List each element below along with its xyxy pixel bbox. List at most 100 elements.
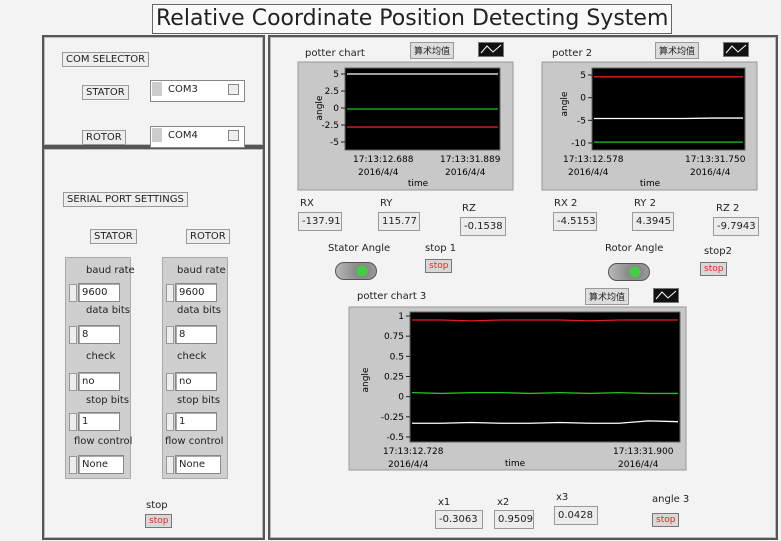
indicator-label: RX 2 <box>554 198 578 209</box>
x-tick-date: 2016/4/4 <box>388 460 429 470</box>
y-tick-label: -10 <box>571 139 586 149</box>
stop-label: stop <box>146 500 168 511</box>
plot-area <box>409 311 681 443</box>
indicator-value: 0.0428 <box>554 506 598 525</box>
x-axis-label: time <box>640 179 661 189</box>
stop-button[interactable]: stop <box>425 259 453 273</box>
stop-button[interactable]: stop <box>652 513 680 527</box>
trace <box>411 391 678 395</box>
y-tick-label: -5 <box>577 116 586 126</box>
stop-button[interactable]: stop <box>145 514 173 528</box>
x-tick-time: 17:13:31.900 <box>613 447 674 457</box>
y-tick-label: 5 <box>333 70 339 80</box>
spinner <box>69 413 77 431</box>
spinner <box>69 284 77 302</box>
y-tick-label: 0 <box>398 393 404 403</box>
spinner <box>69 456 77 474</box>
indicator-value: 115.77 <box>378 212 420 231</box>
spinner <box>166 326 174 344</box>
field-label: data bits <box>86 305 130 316</box>
indicator-value: 0.9509 <box>494 510 534 529</box>
indicator-label: x1 <box>438 497 451 508</box>
y-axis-label: angle <box>560 91 570 116</box>
y-tick-label: 0.25 <box>384 373 404 383</box>
dropdown-handle <box>152 128 162 142</box>
column-header: ROTOR <box>186 229 230 244</box>
field-label: stop bits <box>86 395 130 406</box>
toggle-switch[interactable] <box>335 262 377 280</box>
y-tick-label: 0.75 <box>384 332 404 342</box>
x-tick-date: 2016/4/4 <box>690 168 731 178</box>
indicator-label: RZ <box>462 203 476 214</box>
stop-button[interactable]: stop <box>700 262 728 276</box>
field-value[interactable]: 9600 <box>175 283 217 302</box>
dropdown-arrow <box>228 84 239 95</box>
toggle-switch[interactable] <box>608 263 650 281</box>
y-tick-label: -0.25 <box>381 413 404 423</box>
indicator-value: -0.1538 <box>460 217 506 236</box>
field-value[interactable]: no <box>175 372 217 391</box>
field-value[interactable]: 1 <box>175 412 217 431</box>
plot-icon <box>723 42 749 57</box>
field-value[interactable]: 1 <box>78 412 120 431</box>
x-axis-label: time <box>408 179 429 189</box>
field-label: data bits <box>177 305 221 316</box>
dropdown-arrow <box>228 130 239 141</box>
label: STATOR <box>82 85 129 100</box>
y-tick-label: 1 <box>398 312 404 322</box>
label: ROTOR <box>82 130 126 145</box>
com-dropdown[interactable] <box>150 80 245 102</box>
y-tick-label: -0.5 <box>386 433 404 443</box>
indicator-label: RY <box>380 198 393 209</box>
dropdown-handle <box>152 82 162 96</box>
field-value[interactable]: no <box>78 372 120 391</box>
switch-label: Stator Angle <box>328 243 391 254</box>
field-label: baud rate <box>177 265 226 276</box>
x-tick-date: 2016/4/4 <box>568 168 609 178</box>
stop-label: stop2 <box>704 246 732 257</box>
trace <box>412 319 678 322</box>
field-label: flow control <box>74 436 133 447</box>
stop-label: angle 3 <box>652 494 690 505</box>
dropdown-value: COM4 <box>168 130 198 141</box>
column-header: STATOR <box>90 229 137 244</box>
plot-area <box>591 67 746 151</box>
field-label: check <box>86 351 116 362</box>
field-value[interactable]: None <box>78 455 124 474</box>
spinner <box>166 284 174 302</box>
y-tick-label: -5 <box>330 138 339 148</box>
x-tick-time: 17:13:31.889 <box>440 155 501 165</box>
x-tick-time: 17:13:12.578 <box>563 155 624 165</box>
title: Relative Coordinate Position Detecting S… <box>152 4 673 34</box>
field-label: baud rate <box>86 265 135 276</box>
com-dropdown[interactable] <box>150 126 245 148</box>
x-tick-time: 17:13:12.688 <box>353 155 414 165</box>
y-tick-label: 0 <box>580 94 586 104</box>
field-value[interactable]: 8 <box>78 325 120 344</box>
indicator-label: RZ 2 <box>716 203 740 214</box>
field-value[interactable]: 9600 <box>78 283 120 302</box>
plot-icon <box>653 288 679 303</box>
indicator-label: x2 <box>497 497 510 508</box>
indicator-value: -137.91 <box>298 212 342 231</box>
x-tick-time: 17:13:31.750 <box>685 155 746 165</box>
y-axis-label: angle <box>361 367 371 392</box>
chart-title: potter chart 3 <box>357 291 427 302</box>
mode-label: 算术均值 <box>585 288 630 305</box>
y-tick-label: 5 <box>580 71 586 81</box>
trace <box>412 420 679 424</box>
field-value[interactable]: None <box>175 455 221 474</box>
y-axis-label: angle <box>315 95 325 120</box>
x-tick-time: 17:13:12.728 <box>383 447 444 457</box>
field-label: check <box>177 351 207 362</box>
y-tick-label: 0 <box>333 104 339 114</box>
plot-icon <box>478 42 504 57</box>
spinner <box>166 373 174 391</box>
indicator-value: 4.3945 <box>632 212 674 231</box>
x-tick-date: 2016/4/4 <box>358 168 399 178</box>
chart-title: potter chart <box>305 48 365 59</box>
field-value[interactable]: 8 <box>175 325 217 344</box>
indicator-value: -0.3063 <box>435 510 483 529</box>
spinner <box>69 326 77 344</box>
